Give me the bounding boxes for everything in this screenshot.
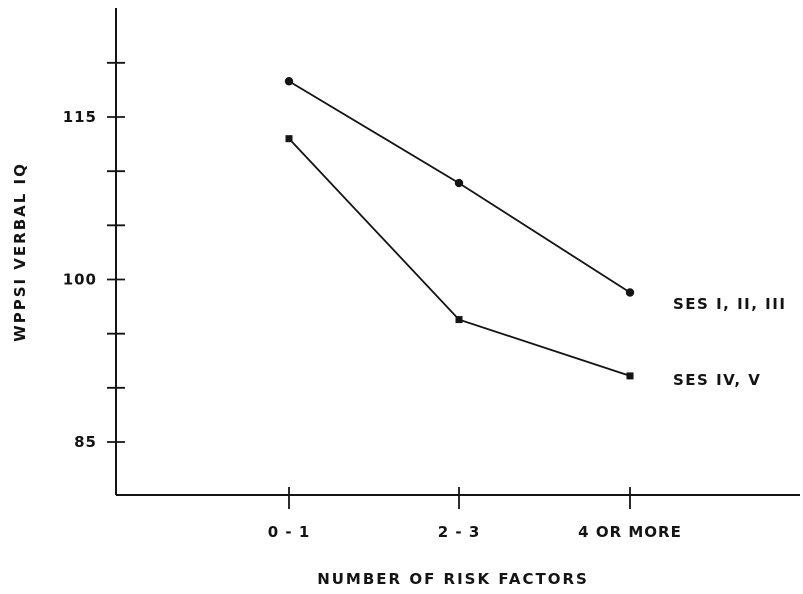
y-tick-label-85: 85 — [74, 433, 97, 451]
x-tick-label-2-3: 2 - 3 — [438, 523, 481, 541]
x-axis-ticks — [288, 487, 631, 509]
data-point-s0-2 — [625, 288, 635, 297]
data-point-s1-2 — [626, 372, 634, 380]
series-label-ses-4-5: SES IV, V — [673, 371, 761, 389]
series-line-1 — [288, 138, 631, 377]
y-tick-label-115: 115 — [63, 108, 97, 126]
data-point-s1-1 — [455, 316, 463, 324]
x-tick-label-4-or-more: 4 OR MORE — [578, 523, 682, 541]
y-tick-label-100: 100 — [63, 271, 97, 289]
y-axis-title: WPPSI VERBAL IQ — [11, 162, 29, 342]
x-axis-title: NUMBER OF RISK FACTORS — [317, 570, 589, 588]
data-point-s0-1 — [454, 178, 464, 188]
x-tick-label-0-1: 0 - 1 — [268, 523, 311, 541]
series-label-ses-1-2-3: SES I, II, III — [673, 295, 786, 313]
data-point-s0-0 — [284, 77, 294, 86]
series-layer — [284, 77, 635, 380]
data-point-s1-0 — [285, 135, 293, 143]
